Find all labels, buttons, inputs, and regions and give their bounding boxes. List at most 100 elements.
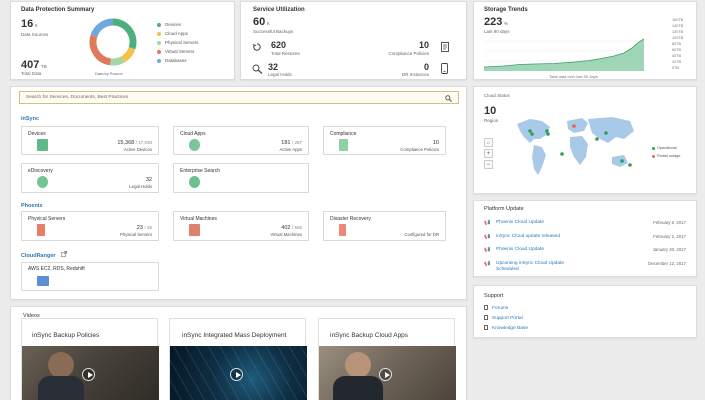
external-link-icon[interactable] <box>61 251 68 257</box>
tile-compliance[interactable]: Compliance 10 Compliance Policies <box>323 126 446 155</box>
tile-aws[interactable]: AWS EC2, RDS, Redshift <box>21 262 159 291</box>
platform-update-card: Platform Update 📢 Phoenix Cloud Update F… <box>473 200 697 277</box>
operational-dot <box>652 146 655 150</box>
support-link-portal[interactable]: Support Portal <box>484 315 523 321</box>
zoom-in-button[interactable]: + <box>484 149 493 158</box>
update-link[interactable]: Upcoming inSync Cloud Update <box>496 261 564 266</box>
holds-value: 32 <box>268 62 279 72</box>
physical-servers-icon <box>37 224 45 236</box>
data-sources-unit: K <box>34 23 38 28</box>
search-icon[interactable] <box>445 94 452 102</box>
video-card[interactable]: inSync Backup Cloud Apps <box>318 318 456 400</box>
storage-footer: Total data over last 90 days <box>549 74 598 79</box>
data-by-source-donut[interactable] <box>88 17 138 67</box>
cloud-status-card: Cloud Status 10 Region ⌂ + − Operational… <box>473 86 697 194</box>
knowledge-base-label[interactable]: Knowledge Base <box>492 325 529 331</box>
video-thumbnail[interactable] <box>170 346 307 400</box>
home-icon[interactable]: ⌂ <box>484 138 493 147</box>
phoenix-section-label: Phoenix <box>21 203 43 209</box>
legal-holds-icon <box>252 64 263 74</box>
enterprise-search-icon <box>189 176 200 188</box>
update-date: January 20, 2017 <box>652 247 686 252</box>
storage-trend-value: 223 <box>484 16 503 28</box>
donut-segment[interactable] <box>110 56 125 66</box>
update-link-line2[interactable]: Scheduled <box>496 267 519 272</box>
donut-segment[interactable] <box>120 46 136 63</box>
cloud-apps-icon <box>189 139 200 151</box>
tile-devices[interactable]: Devices 15,368 / 17,030 Active Devices <box>21 126 159 155</box>
axis-tick-label: 140TB <box>672 24 684 28</box>
search-input[interactable]: Search for Services, Documents, Best Pra… <box>26 95 129 100</box>
video-title[interactable]: inSync Integrated Mass Deployment <box>182 332 287 339</box>
support-portal-label[interactable]: Support Portal <box>492 315 523 321</box>
video-title[interactable]: inSync Backup Policies <box>32 332 100 339</box>
support-link-forums[interactable]: Forums <box>484 305 508 311</box>
donut-segment[interactable] <box>89 34 112 66</box>
tile-devices-title: Devices <box>28 131 46 137</box>
tile-physical-servers[interactable]: Physical Servers 23 / 35 Physical Server… <box>21 211 159 241</box>
tile-compliance-sub: Compliance Policies <box>400 147 439 152</box>
data-protection-title: Data Protection Summary <box>21 7 95 13</box>
tile-ediscovery[interactable]: eDiscovery 32 Legal Holds <box>21 163 159 193</box>
map-zoom-controls: ⌂ + − <box>484 138 493 169</box>
video-title[interactable]: inSync Backup Cloud Apps <box>330 332 409 339</box>
devices-icon <box>37 139 48 151</box>
support-link-kb[interactable]: Knowledge Base <box>484 325 528 331</box>
tile-enterprise-search[interactable]: Enterprise Search <box>173 163 309 193</box>
video-thumbnail[interactable] <box>319 346 456 400</box>
storage-area-chart[interactable] <box>484 36 644 71</box>
donut-segment[interactable] <box>112 18 137 50</box>
data-sources-stat: 16 K <box>21 18 38 30</box>
play-icon[interactable] <box>379 368 392 381</box>
tile-cloud-apps[interactable]: Cloud Apps 181 / 257 Active Apps <box>173 126 309 155</box>
video-thumbnail[interactable] <box>22 346 159 400</box>
devices-value: 15,368 <box>117 140 135 146</box>
search-bar[interactable]: Search for Services, Documents, Best Pra… <box>19 91 459 104</box>
update-row[interactable]: 📢 Phoenix Cloud Update January 20, 2017 <box>484 246 686 259</box>
phone-icon <box>441 63 448 74</box>
virtual-machines-icon <box>189 224 200 236</box>
update-row[interactable]: 📢 inSync Cloud update released February … <box>484 233 686 246</box>
service-utilization-card: Service Utilization 60 K Successful Back… <box>240 1 467 80</box>
legend-partial: Partial outage <box>652 154 680 158</box>
update-row[interactable]: 📢 Upcoming inSync Cloud Update Scheduled… <box>484 260 686 276</box>
storage-trend-stat: 223 % <box>484 16 508 28</box>
support-card: Support Forums Support Portal Knowledge … <box>473 285 697 338</box>
regions-label: Region <box>484 118 499 123</box>
aws-icon <box>37 276 49 286</box>
cloudranger-section-link[interactable]: CloudRanger <box>21 251 68 259</box>
video-card[interactable]: inSync Backup Policies <box>21 318 159 400</box>
axis-tick-label: 40TB <box>672 54 682 58</box>
world-map[interactable] <box>512 109 642 189</box>
update-row[interactable]: 📢 Phoenix Cloud Update February 6, 2017 <box>484 219 686 232</box>
play-icon[interactable] <box>230 368 243 381</box>
holds-label: Legal Holds <box>268 72 292 77</box>
donut-legend-item: Databases <box>157 58 187 63</box>
service-utilization-title: Service Utilization <box>253 7 305 13</box>
presenter-silhouette <box>345 352 371 378</box>
virtual-machines-max: / 556 <box>291 225 302 230</box>
operational-label: Operational <box>657 146 677 150</box>
cloud-apps-max: / 257 <box>291 140 302 145</box>
tile-disaster-recovery[interactable]: Disaster Recovery Configured for DR <box>323 211 446 241</box>
video-card[interactable]: inSync Integrated Mass Deployment <box>169 318 307 400</box>
total-data-value: 407 <box>21 59 40 71</box>
update-link[interactable]: Phoenix Cloud Update <box>496 247 545 252</box>
virtual-machines-value: 402 <box>281 225 291 231</box>
doc-icon <box>484 315 488 320</box>
tile-ediscovery-sub: Legal Holds <box>129 184 152 189</box>
legend-label: Virtual Servers <box>165 49 195 54</box>
play-icon[interactable] <box>82 368 95 381</box>
axis-tick-label: 160TB <box>672 18 684 22</box>
update-link[interactable]: Phoenix Cloud Update <box>496 220 545 225</box>
total-data-stat: 407 TB <box>21 59 47 71</box>
forums-label[interactable]: Forums <box>492 305 509 311</box>
data-sources-label: Data Sources <box>21 32 49 37</box>
document-icon <box>441 42 449 52</box>
donut-segment[interactable] <box>90 18 114 38</box>
tile-virtual-machines[interactable]: Virtual Machines 402 / 556 Virtual Machi… <box>173 211 309 241</box>
axis-tick-label: 120TB <box>672 30 684 34</box>
update-link[interactable]: inSync Cloud update released <box>496 234 561 239</box>
tile-physical-servers-sub: Physical Servers <box>120 232 152 237</box>
zoom-out-button[interactable]: − <box>484 160 493 169</box>
